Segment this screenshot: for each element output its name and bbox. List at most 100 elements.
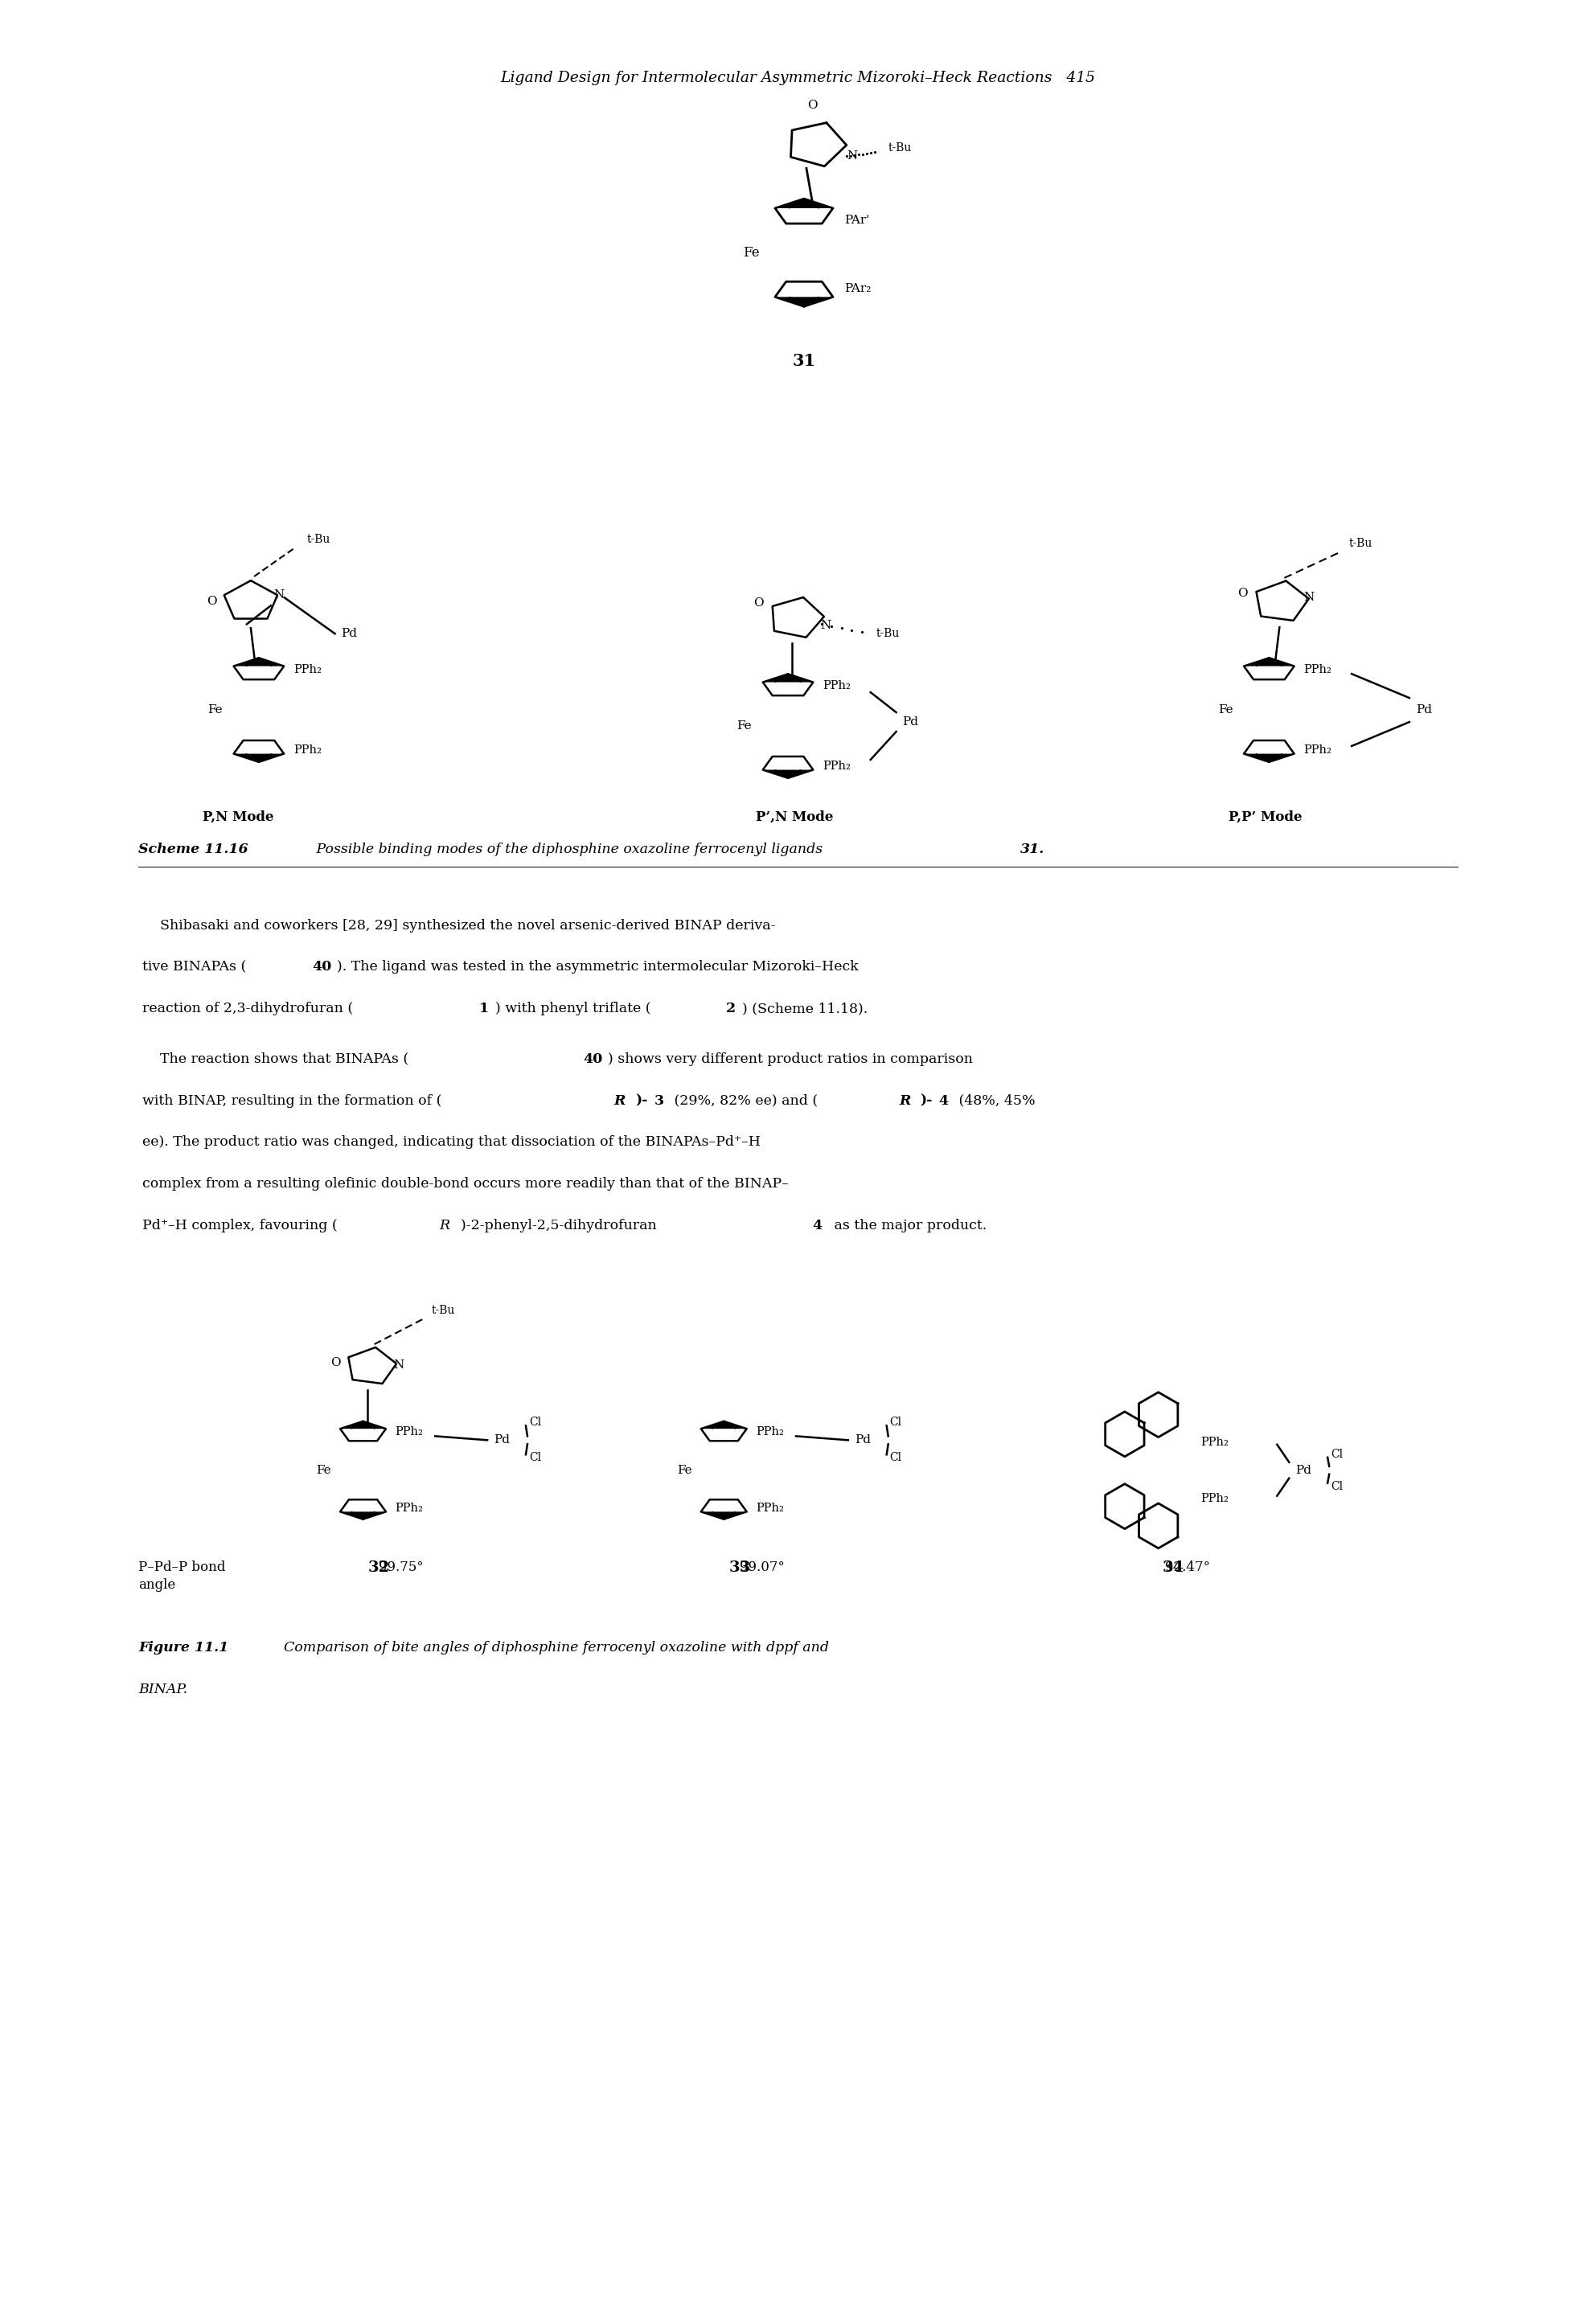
Text: PAr₂: PAr₂ (844, 283, 871, 294)
Text: (48%, 45%: (48%, 45% (954, 1094, 1036, 1108)
Text: O: O (330, 1358, 340, 1367)
Text: PPh₂: PPh₂ (822, 760, 851, 772)
Text: Pd: Pd (903, 716, 919, 728)
Text: PPh₂: PPh₂ (294, 744, 321, 755)
Text: 92.47°: 92.47° (1165, 1562, 1210, 1573)
Text: PPh₂: PPh₂ (1304, 665, 1331, 677)
Text: R: R (439, 1219, 450, 1233)
Text: Cl: Cl (528, 1418, 541, 1427)
Text: O: O (753, 598, 764, 609)
Text: (29%, 82% ee) and (: (29%, 82% ee) and ( (670, 1094, 819, 1108)
Text: )-: )- (921, 1094, 932, 1108)
Text: 99.75°: 99.75° (380, 1562, 425, 1573)
Text: as the major product.: as the major product. (830, 1219, 986, 1233)
Text: PPh₂: PPh₂ (757, 1427, 784, 1439)
Text: 2: 2 (726, 1001, 736, 1015)
Text: Fe: Fe (677, 1464, 691, 1476)
Text: )-: )- (635, 1094, 648, 1108)
Text: N: N (820, 621, 830, 630)
Text: Cl: Cl (528, 1453, 541, 1464)
Text: with BINAP, resulting in the formation of (: with BINAP, resulting in the formation o… (142, 1094, 442, 1108)
Text: 99.07°: 99.07° (741, 1562, 785, 1573)
Text: PPh₂: PPh₂ (1200, 1437, 1229, 1448)
Text: t-Bu: t-Bu (1349, 538, 1373, 549)
Polygon shape (340, 1511, 386, 1520)
Text: R: R (614, 1094, 626, 1108)
Text: 40: 40 (584, 1052, 603, 1066)
Text: BINAP.: BINAP. (139, 1682, 188, 1696)
Text: )-2-phenyl-2,5-dihydrofuran: )-2-phenyl-2,5-dihydrofuran (461, 1219, 661, 1233)
Text: 34: 34 (1162, 1562, 1184, 1576)
Text: t-Bu: t-Bu (431, 1304, 455, 1316)
Text: tive BINAPAs (: tive BINAPAs ( (142, 959, 246, 973)
Text: Fe: Fe (737, 721, 752, 732)
Polygon shape (1243, 658, 1294, 667)
Text: PPh₂: PPh₂ (294, 665, 321, 677)
Text: Figure 11.1: Figure 11.1 (139, 1640, 228, 1654)
Text: Cl: Cl (891, 1453, 902, 1464)
Text: Pd: Pd (1416, 704, 1432, 716)
Text: 1: 1 (479, 1001, 488, 1015)
Polygon shape (1243, 753, 1294, 762)
Text: The reaction shows that BINAPAs (: The reaction shows that BINAPAs ( (142, 1052, 409, 1066)
Text: Pd: Pd (854, 1434, 870, 1446)
Text: Shibasaki and coworkers [28, 29] synthesized the novel arsenic-derived BINAP der: Shibasaki and coworkers [28, 29] synthes… (142, 918, 776, 931)
Text: Pd: Pd (1296, 1464, 1312, 1476)
Text: N: N (273, 589, 284, 600)
Text: Pd: Pd (493, 1434, 509, 1446)
Text: Cl: Cl (1331, 1448, 1342, 1460)
Text: PPh₂: PPh₂ (822, 681, 851, 690)
Text: PPh₂: PPh₂ (757, 1504, 784, 1513)
Text: O: O (1237, 589, 1248, 600)
Text: ) shows very different product ratios in comparison: ) shows very different product ratios in… (608, 1052, 972, 1066)
Text: Fe: Fe (207, 704, 223, 716)
Text: P–Pd–P bond
angle: P–Pd–P bond angle (139, 1562, 225, 1592)
Text: Comparison of bite angles of diphosphine ferrocenyl oxazoline with dppf and: Comparison of bite angles of diphosphine… (275, 1640, 828, 1654)
Text: 40: 40 (313, 959, 332, 973)
Polygon shape (701, 1511, 747, 1520)
Text: 4: 4 (812, 1219, 822, 1233)
Text: Scheme 11.16: Scheme 11.16 (139, 843, 254, 855)
Polygon shape (776, 199, 833, 209)
Text: P,N Mode: P,N Mode (203, 811, 275, 825)
Text: Fe: Fe (744, 246, 760, 260)
Text: complex from a resulting olefinic double-bond occurs more readily than that of t: complex from a resulting olefinic double… (142, 1177, 788, 1191)
Text: ee). The product ratio was changed, indicating that dissociation of the BINAPAs–: ee). The product ratio was changed, indi… (142, 1135, 761, 1149)
Text: N: N (394, 1360, 404, 1369)
Text: 31: 31 (792, 352, 816, 368)
Text: R: R (900, 1094, 911, 1108)
Text: ) (Scheme 11.18).: ) (Scheme 11.18). (742, 1001, 868, 1015)
Polygon shape (233, 753, 284, 762)
Text: N: N (846, 151, 857, 162)
Text: Pd⁺–H complex, favouring (: Pd⁺–H complex, favouring ( (142, 1219, 338, 1233)
Polygon shape (763, 674, 812, 681)
Text: P,P’ Mode: P,P’ Mode (1229, 811, 1302, 825)
Text: Fe: Fe (1218, 704, 1234, 716)
Text: t-Bu: t-Bu (306, 535, 330, 544)
Text: 32: 32 (369, 1562, 389, 1576)
Polygon shape (233, 658, 284, 667)
Text: 33: 33 (729, 1562, 750, 1576)
Text: PPh₂: PPh₂ (1304, 744, 1331, 755)
Text: O: O (207, 595, 217, 607)
Text: 31.: 31. (1020, 843, 1045, 855)
Text: PPh₂: PPh₂ (396, 1427, 423, 1439)
Text: Ligand Design for Intermolecular Asymmetric Mizoroki–Heck Reactions   415: Ligand Design for Intermolecular Asymmet… (501, 70, 1095, 86)
Text: N: N (1304, 591, 1314, 602)
Text: PPh₂: PPh₂ (1200, 1492, 1229, 1504)
Polygon shape (701, 1420, 747, 1430)
Text: 4: 4 (938, 1094, 948, 1108)
Text: ) with phenyl triflate (: ) with phenyl triflate ( (495, 1001, 651, 1015)
Text: Cl: Cl (1331, 1481, 1342, 1492)
Text: ). The ligand was tested in the asymmetric intermolecular Mizoroki–Heck: ). The ligand was tested in the asymmetr… (337, 959, 859, 973)
Text: PPh₂: PPh₂ (396, 1504, 423, 1513)
Polygon shape (763, 769, 812, 779)
Text: 3: 3 (654, 1094, 664, 1108)
Text: PAr': PAr' (844, 215, 870, 227)
Text: Cl: Cl (891, 1418, 902, 1427)
Polygon shape (340, 1420, 386, 1430)
Text: Possible binding modes of the diphosphine oxazoline ferrocenyl ligands: Possible binding modes of the diphosphin… (303, 843, 827, 855)
Polygon shape (776, 297, 833, 306)
Text: t-Bu: t-Bu (876, 628, 900, 639)
Text: t-Bu: t-Bu (889, 144, 911, 153)
